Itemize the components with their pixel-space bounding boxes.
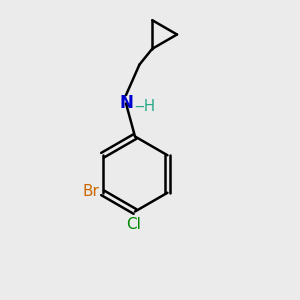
Text: N: N xyxy=(119,94,133,112)
Text: ‒H: ‒H xyxy=(134,99,156,114)
Text: Cl: Cl xyxy=(126,217,141,232)
Text: Br: Br xyxy=(82,184,99,199)
